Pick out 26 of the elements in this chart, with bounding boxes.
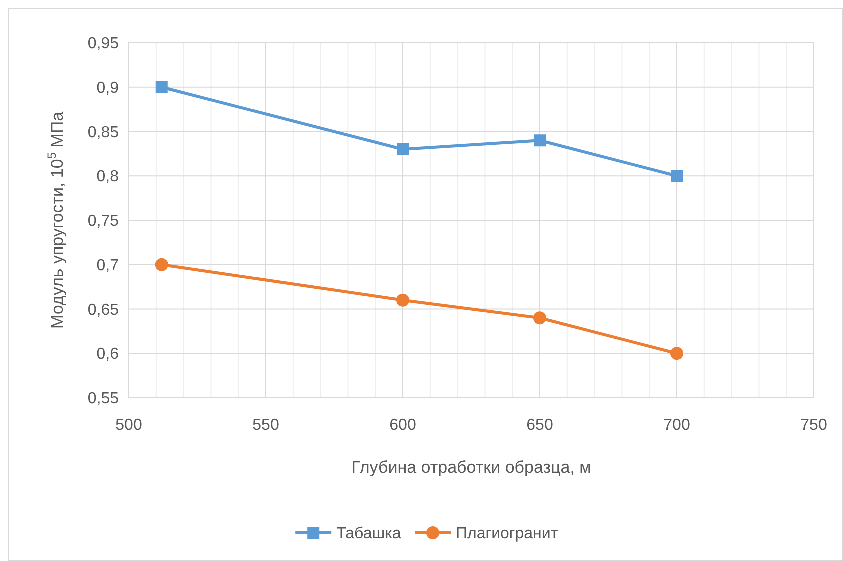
point bbox=[155, 258, 168, 272]
y-tick-label: 0,55 bbox=[88, 390, 120, 408]
legend-label: Табашка bbox=[336, 526, 402, 543]
y-tick-label: 0,9 bbox=[96, 80, 120, 97]
point bbox=[156, 81, 168, 94]
y-tick-label: 0,95 bbox=[88, 36, 120, 53]
x-tick-label: 700 bbox=[664, 417, 690, 434]
y-tick-label: 0,7 bbox=[96, 257, 120, 274]
point bbox=[534, 312, 546, 325]
point bbox=[397, 144, 409, 156]
point bbox=[671, 170, 683, 182]
y-tick-label: 0,6 bbox=[96, 346, 120, 364]
x-tick-label: 600 bbox=[390, 417, 416, 434]
x-tick-label: 550 bbox=[252, 417, 280, 434]
x-tick-label: 750 bbox=[800, 417, 828, 434]
y-tick-label: 0,75 bbox=[88, 213, 120, 230]
point bbox=[670, 347, 684, 360]
point bbox=[534, 134, 546, 147]
y-tick-label: 0,85 bbox=[88, 124, 120, 142]
legend-label: Плагиогранит bbox=[456, 526, 559, 543]
point bbox=[396, 294, 410, 307]
x-tick-label: 650 bbox=[526, 417, 554, 434]
y-tick-label: 0,65 bbox=[88, 302, 120, 319]
x-axis-title: Глубина отработки образца, м bbox=[352, 458, 592, 477]
x-tick-label: 500 bbox=[116, 417, 142, 434]
y-tick-label: 0,8 bbox=[96, 168, 120, 186]
